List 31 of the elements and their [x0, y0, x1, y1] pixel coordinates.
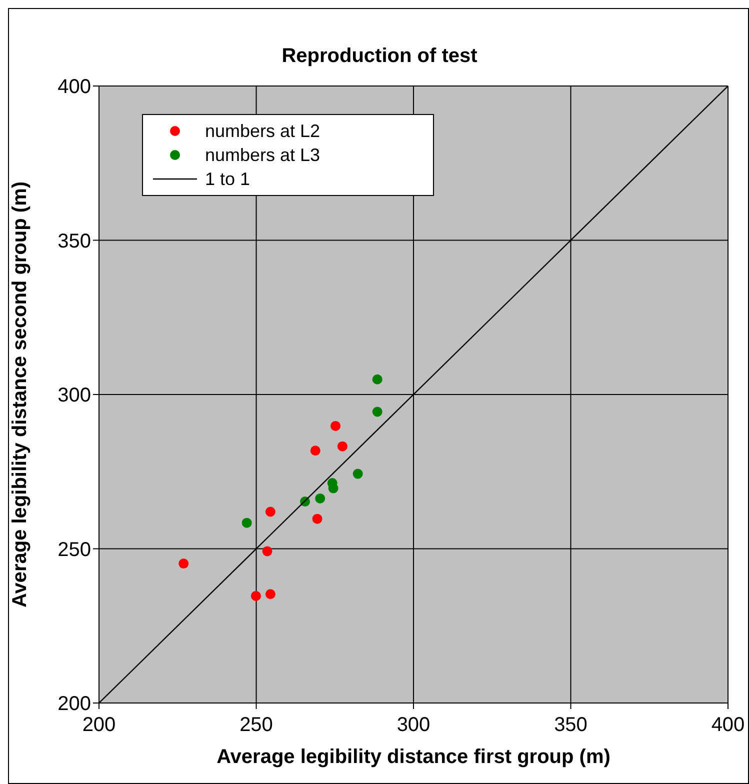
point [330, 420, 341, 431]
point [250, 590, 261, 601]
legend-label: numbers at L2 [205, 120, 320, 142]
point [372, 406, 382, 417]
point [242, 518, 252, 528]
chart-title: Reproduction of test [280, 45, 478, 68]
point [310, 446, 320, 456]
point [262, 546, 272, 556]
y-axis-title: Average legibility distance second group (m) [9, 181, 32, 608]
x-tick-label: 350 [554, 714, 588, 736]
x-tick-label: 250 [240, 714, 273, 736]
point [352, 468, 363, 479]
point [178, 558, 189, 569]
y-tick-label: 300 [58, 384, 91, 407]
x-tick-label: 200 [82, 714, 116, 736]
legend-label: 1 to 1 [205, 168, 250, 190]
point [315, 493, 326, 504]
y-tick-label: 350 [58, 230, 91, 252]
y-tick-label: 400 [58, 76, 91, 98]
point [265, 589, 276, 600]
point [265, 506, 276, 517]
point [372, 374, 382, 384]
point [312, 514, 322, 524]
point [337, 441, 348, 452]
y-tick-label: 250 [58, 538, 91, 561]
x-tick-label: 400 [711, 714, 745, 736]
legend-label: numbers at L3 [205, 144, 320, 166]
x-tick-label: 300 [396, 714, 430, 736]
point [328, 483, 338, 494]
y-tick-label: 200 [58, 693, 91, 716]
x-axis-title: Average legibility distance first group (m) [216, 746, 610, 768]
